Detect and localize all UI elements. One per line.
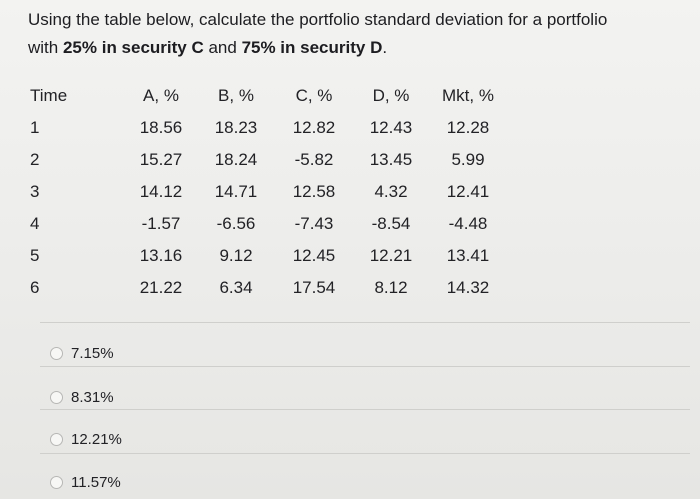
question-line-2-suffix: . xyxy=(382,38,388,57)
header-b: B, % xyxy=(218,86,254,105)
table-row: 6 21.22 6.34 17.54 8.12 14.32 xyxy=(30,278,490,297)
radio-button-icon[interactable] xyxy=(50,433,63,446)
header-mkt: Mkt, % xyxy=(442,86,494,105)
table-row: 3 14.12 14.71 12.58 4.32 12.41 xyxy=(30,182,490,201)
question-line-1: Using the table below, calculate the por… xyxy=(28,10,608,29)
question-line-2-middle: and xyxy=(203,38,242,57)
divider xyxy=(40,453,690,454)
weight-security-d: 75% in security D xyxy=(241,38,383,57)
radio-button-icon[interactable] xyxy=(50,391,63,404)
answer-option-2[interactable]: 8.31% xyxy=(50,389,114,406)
header-c: C, % xyxy=(295,86,333,105)
returns-table: Time A, % B, % C, % D, % Mkt, % 1 18.56 … xyxy=(0,80,506,304)
question-line-2: with 25% in security C and 75% in securi… xyxy=(28,34,678,62)
header-time: Time xyxy=(30,86,68,105)
answer-label: 11.57% xyxy=(71,474,121,491)
answer-label: 7.15% xyxy=(71,345,114,362)
answer-label: 12.21% xyxy=(71,431,122,448)
question-text: Using the table below, calculate the por… xyxy=(28,6,678,62)
radio-button-icon[interactable] xyxy=(50,476,63,489)
divider xyxy=(40,322,690,323)
table-row: 4 -1.57 -6.56 -7.43 -8.54 -4.48 xyxy=(30,214,488,233)
divider xyxy=(40,409,690,410)
table-row: 5 13.16 9.12 12.45 12.21 13.41 xyxy=(30,246,490,265)
divider xyxy=(40,366,690,367)
weight-security-c: 25% in security C xyxy=(62,38,204,57)
table-header-row: Time A, % B, % C, % D, % Mkt, % xyxy=(0,80,506,112)
table-row: 1 18.56 18.23 12.82 12.43 12.28 xyxy=(30,118,490,137)
table-row: 2 15.27 18.24 -5.82 13.45 5.99 xyxy=(30,150,485,169)
header-a: A, % xyxy=(143,86,179,105)
answer-option-1[interactable]: 7.15% xyxy=(50,345,114,362)
answer-label: 8.31% xyxy=(71,389,114,406)
question-line-2-prefix: with xyxy=(28,38,63,57)
radio-button-icon[interactable] xyxy=(50,347,63,360)
answer-option-3[interactable]: 12.21% xyxy=(50,431,122,448)
answer-option-4[interactable]: 11.57% xyxy=(50,474,121,491)
header-d: D, % xyxy=(372,86,410,105)
